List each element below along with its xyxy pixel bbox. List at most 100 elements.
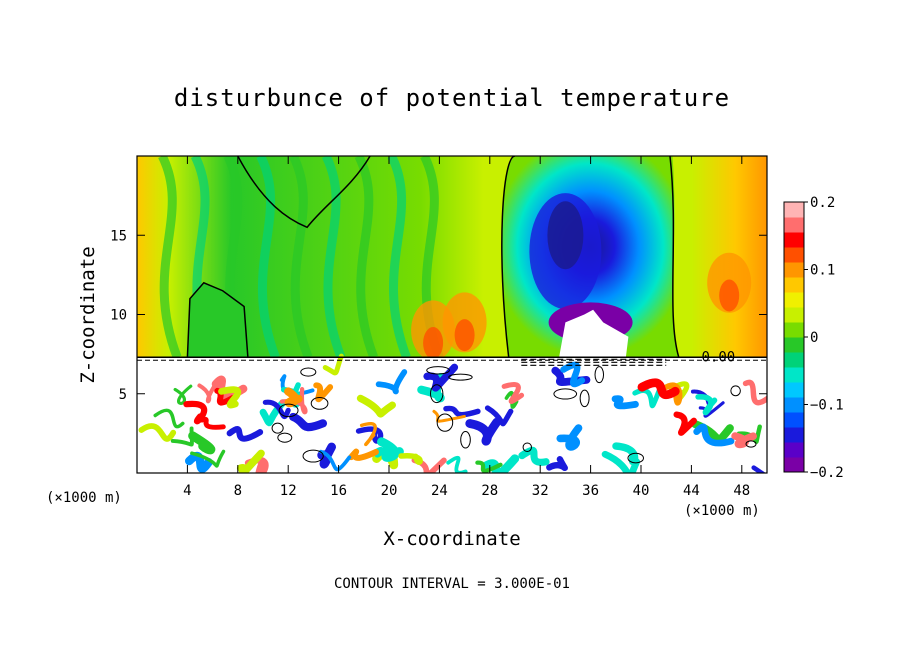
turbulent-swirl bbox=[660, 382, 683, 406]
x-tick-label: 12 bbox=[280, 483, 297, 499]
contour-loop bbox=[430, 384, 444, 404]
colorbar-segment bbox=[784, 457, 804, 473]
x-tick-label: 24 bbox=[431, 483, 448, 499]
turbulent-swirl bbox=[153, 408, 185, 429]
x-tick-label: 16 bbox=[330, 483, 347, 499]
turbulent-swirl bbox=[138, 423, 177, 442]
turbulent-swirl bbox=[742, 379, 767, 406]
lower-field bbox=[137, 357, 767, 473]
turbulent-swirl bbox=[611, 395, 639, 410]
turbulent-swirl bbox=[218, 386, 242, 409]
turbulent-swirl bbox=[236, 449, 265, 473]
turbulent-swirl bbox=[398, 453, 423, 465]
contour-loop bbox=[745, 440, 757, 448]
turbulent-swirl bbox=[313, 382, 334, 403]
colorbar-segment bbox=[784, 427, 804, 443]
colorbar-tick-label: 0.2 bbox=[810, 195, 835, 211]
turbulent-swirl bbox=[375, 369, 408, 395]
x-unit-label-left: (×1000 m) bbox=[46, 490, 122, 506]
turbulent-swirl bbox=[556, 424, 583, 451]
colorbar-segment bbox=[784, 262, 804, 278]
x-tick-label: 32 bbox=[532, 483, 549, 499]
contour-interval-note: CONTOUR INTERVAL = 3.000E-01 bbox=[333, 576, 570, 592]
contour-loop bbox=[300, 367, 317, 377]
warm-core bbox=[719, 279, 740, 312]
turbulent-swirl bbox=[170, 426, 194, 447]
contour-loop bbox=[278, 403, 299, 418]
turbulent-swirl bbox=[443, 405, 481, 418]
contour-loop bbox=[579, 389, 590, 408]
contour-loop bbox=[627, 452, 644, 464]
y-tick-label: 10 bbox=[110, 308, 127, 324]
x-tick-label: 44 bbox=[683, 483, 700, 499]
colorbar-tick-label: −0.2 bbox=[810, 465, 844, 481]
upper-band bbox=[354, 156, 378, 359]
turbulent-swirl bbox=[736, 424, 762, 444]
turbulent-swirl bbox=[695, 394, 718, 416]
contour-loop bbox=[460, 431, 471, 449]
x-tick-label: 28 bbox=[481, 483, 498, 499]
saturated-region bbox=[559, 309, 629, 358]
contour-loop bbox=[594, 366, 605, 384]
x-tick-label: 36 bbox=[582, 483, 599, 499]
turbulent-swirl bbox=[481, 454, 520, 473]
turbulent-swirl bbox=[173, 384, 193, 405]
y-tick-label: 5 bbox=[119, 387, 127, 403]
upper-band bbox=[289, 156, 313, 359]
contour-loop bbox=[436, 413, 454, 432]
turbulent-swirl bbox=[751, 465, 766, 473]
colorbar-segment bbox=[784, 442, 804, 458]
colorbar-tick-label: 0 bbox=[810, 330, 818, 346]
colorbar-segment bbox=[784, 202, 804, 218]
upper-band bbox=[387, 156, 411, 359]
x-axis-label: X-coordinate bbox=[383, 528, 521, 550]
colorbar-segment bbox=[784, 382, 804, 398]
turbulent-swirl bbox=[348, 448, 379, 461]
contour-loop bbox=[553, 388, 578, 400]
warm-core bbox=[454, 319, 475, 352]
upper-band bbox=[158, 156, 182, 359]
turbulent-swirl bbox=[359, 422, 377, 447]
cold-center bbox=[547, 201, 584, 270]
contour-value-label: 0.00 bbox=[701, 349, 735, 365]
contour-loop bbox=[302, 449, 324, 463]
contour-loop bbox=[271, 422, 284, 434]
colorbar-segment bbox=[784, 232, 804, 248]
contour-loop bbox=[522, 442, 532, 452]
turbulent-swirl bbox=[484, 405, 514, 427]
contour-line bbox=[237, 156, 371, 229]
turbulent-swirl bbox=[322, 353, 344, 376]
x-tick-label: 8 bbox=[234, 483, 242, 499]
colorbar-segment bbox=[784, 217, 804, 233]
turbulent-swirl bbox=[356, 394, 396, 418]
x-tick-label: 48 bbox=[733, 483, 750, 499]
colorbar-segment bbox=[784, 277, 804, 293]
colorbar-tick-label: −0.1 bbox=[810, 398, 844, 414]
colorbar-segment bbox=[784, 307, 804, 323]
turbulent-swirl bbox=[190, 449, 226, 468]
turbulent-swirl bbox=[318, 449, 352, 472]
turbulent-swirl bbox=[423, 363, 459, 392]
turbulent-swirl bbox=[289, 412, 328, 432]
turbulent-swirl bbox=[501, 382, 525, 404]
upper-band bbox=[321, 156, 346, 359]
turbulent-swirl bbox=[693, 423, 735, 447]
turbulent-swirl bbox=[465, 417, 502, 446]
colorbar-segment bbox=[784, 397, 804, 413]
turbulent-swirl bbox=[546, 456, 568, 472]
colorbar-segment bbox=[784, 412, 804, 428]
warm-core bbox=[423, 327, 444, 360]
contour-line bbox=[669, 156, 680, 358]
contour-line bbox=[186, 281, 249, 358]
x-tick-label: 20 bbox=[381, 483, 398, 499]
turbulent-swirl bbox=[601, 450, 641, 473]
x-unit-label-right: (×1000 m) bbox=[684, 503, 760, 519]
x-tick-label: 4 bbox=[183, 483, 191, 499]
turbulent-swirl bbox=[262, 399, 291, 420]
y-tick-label: 15 bbox=[110, 228, 127, 244]
x-tick-label: 40 bbox=[633, 483, 650, 499]
turbulent-swirl bbox=[188, 431, 216, 455]
turbulent-swirl bbox=[637, 378, 680, 400]
turbulent-swirl bbox=[183, 400, 208, 425]
chart-title: disturbunce of potential temperature bbox=[173, 84, 731, 112]
